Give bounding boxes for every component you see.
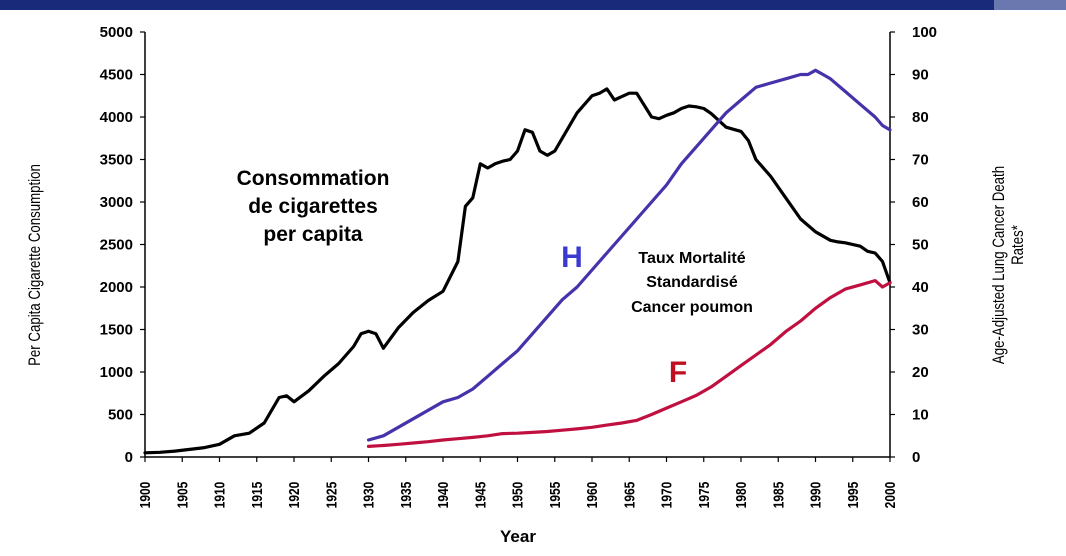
x-tick-label-1910: 1910 [211,482,228,509]
mortality-annotation-line2: Standardisé [646,274,738,291]
consumption-line [143,87,892,455]
left-y-tick-label-4000: 4000 [100,109,133,126]
right-y-tick-label-0: 0 [912,449,920,466]
left-y-tick-label-3000: 3000 [100,194,133,211]
mortality-annotation-line1: Taux Mortalité [638,250,745,267]
left-y-tick-labels: 0 500 1000 1500 2000 2500 3000 3500 4000 4500 5000 [100,24,133,466]
women-mortality-line [366,279,892,448]
right-y-tick-label-40: 40 [912,279,929,296]
x-tick-label-1975: 1975 [695,481,712,508]
right-y-tick-label-70: 70 [912,152,929,169]
men-mortality-line [366,68,892,442]
consumption-annotation-line2: de cigarettes [248,195,378,218]
x-tick-labels: 1900 1905 1910 1915 1920 1925 1930 1935 1940 1945… [137,481,899,508]
right-y-tick-label-60: 60 [912,194,929,211]
consumption-annotation-line1: Consommation [237,167,390,190]
right-y-tick-label-20: 20 [912,364,929,381]
mortality-annotation-line3: Cancer poumon [631,299,753,316]
left-y-tick-label-0: 0 [125,449,133,466]
title-bar [0,0,1066,10]
right-y-axis-title-line2: Rates* [1009,225,1028,265]
x-tick-label-2000: 2000 [882,482,899,509]
x-tick-label-1940: 1940 [435,482,452,509]
x-tick-label-1965: 1965 [621,481,638,508]
x-tick-label-1950: 1950 [509,482,526,509]
x-tick-label-1945: 1945 [472,481,489,508]
x-tick-label-1985: 1985 [770,481,787,508]
left-y-tick-label-1000: 1000 [100,364,133,381]
x-tick-label-1970: 1970 [658,482,675,509]
left-y-tick-label-4500: 4500 [100,67,133,84]
left-y-tick-label-5000: 5000 [100,24,133,41]
x-tick-label-1920: 1920 [286,482,303,509]
x-tick-label-1980: 1980 [733,482,750,509]
right-y-tick-label-50: 50 [912,237,929,254]
right-y-axis-title-line1: Age-Adjusted Lung Cancer Death [990,166,1009,364]
x-axis-title: Year [500,527,536,546]
left-y-tick-label-500: 500 [108,407,133,424]
x-tick-label-1935: 1935 [397,481,414,508]
right-y-tick-label-30: 30 [912,322,929,339]
left-y-axis-title: Per Capita Cigarette Consumption [26,164,45,366]
left-y-tick-label-3500: 3500 [100,152,133,169]
right-y-tick-label-80: 80 [912,109,929,126]
women-series-label: F [669,356,687,389]
tick-marks [140,31,895,462]
x-tick-label-1955: 1955 [546,481,563,508]
right-y-tick-label-10: 10 [912,407,929,424]
x-tick-label-1900: 1900 [137,482,154,509]
left-y-tick-label-2000: 2000 [100,279,133,296]
right-y-tick-label-90: 90 [912,67,929,84]
right-y-tick-label-100: 100 [912,24,937,41]
title-bar-accent [994,0,1066,10]
men-series-label: H [561,241,583,274]
series-lines [143,68,892,455]
x-tick-label-1960: 1960 [584,482,601,509]
x-tick-label-1990: 1990 [807,482,824,509]
x-tick-label-1925: 1925 [323,481,340,508]
consumption-annotation-line3: per capita [263,223,363,246]
right-y-tick-labels: 0 10 20 30 40 50 60 70 80 90 100 [912,24,937,466]
left-y-tick-label-2500: 2500 [100,237,133,254]
x-tick-label-1915: 1915 [248,481,265,508]
x-tick-label-1995: 1995 [844,481,861,508]
x-tick-label-1930: 1930 [360,482,377,509]
left-y-tick-label-1500: 1500 [100,322,133,339]
x-tick-label-1905: 1905 [174,481,191,508]
axes [144,32,891,458]
